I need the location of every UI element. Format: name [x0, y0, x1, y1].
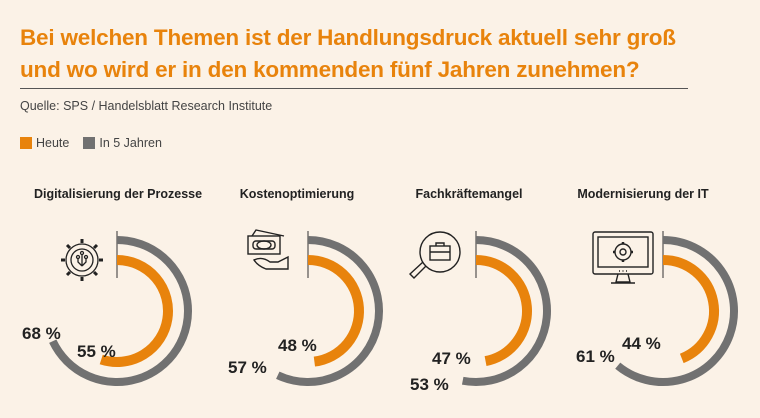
chart-title: Modernisierung der IT: [577, 187, 709, 201]
page-title: Bei welchen Themen ist der Handlungsdruc…: [20, 22, 676, 86]
value-label-in5: 61 %: [576, 347, 615, 366]
chart-title: Kostenoptimierung: [239, 187, 355, 201]
monitor-gear-icon: [592, 231, 654, 284]
arc-in5: [461, 236, 551, 386]
value-label-heute: 47 %: [432, 349, 471, 368]
arc-heute: [475, 255, 532, 367]
chart-title: Digitalisierung der Prozesse: [33, 187, 203, 201]
arc-in5: [276, 236, 383, 386]
magnifier-briefcase-icon: [408, 231, 461, 279]
divider: [20, 88, 688, 89]
legend: Heute In 5 Jahren: [20, 136, 162, 150]
value-label-heute: 44 %: [622, 334, 661, 353]
money-hand-icon: [247, 229, 289, 270]
title-line-1: Bei welchen Themen ist der Handlungsdruc…: [20, 25, 676, 50]
title-line-2: und wo wird er in den kommenden fünf Jah…: [20, 57, 640, 82]
value-label-heute: 55 %: [77, 342, 116, 361]
source-note: Quelle: SPS / Handelsblatt Research Inst…: [20, 99, 273, 113]
legend-swatch-heute: [20, 137, 32, 149]
legend-label: Heute: [36, 136, 70, 150]
legend-label: In 5 Jahren: [99, 136, 162, 150]
value-label-heute: 48 %: [278, 336, 317, 355]
legend-item-heute: Heute: [20, 136, 69, 150]
legend-item-in5: In 5 Jahren: [83, 136, 162, 150]
legend-swatch-in5: [83, 137, 96, 149]
value-label-in5: 68 %: [22, 324, 61, 343]
gear-circuit-icon: [61, 239, 103, 281]
arc-heute: [99, 255, 173, 367]
arc-heute: [662, 255, 719, 364]
arc-in5: [615, 236, 738, 386]
value-label-in5: 57 %: [228, 358, 267, 377]
arc-in5: [49, 236, 192, 386]
arc-heute: [307, 255, 364, 367]
chart-title: Fachkräftemangel: [415, 187, 523, 201]
value-label-in5: 53 %: [410, 375, 449, 394]
